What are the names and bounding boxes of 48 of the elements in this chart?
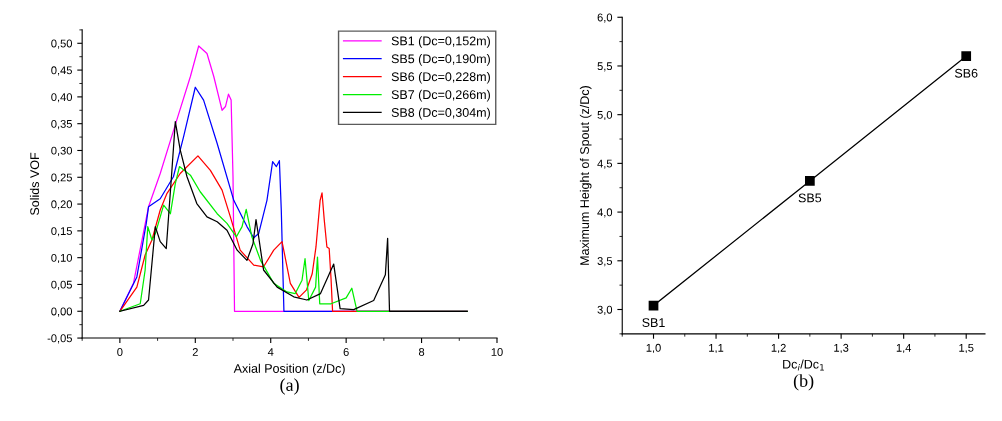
x-tick-label: 1,5 xyxy=(959,343,974,354)
y-tick-label: 0,00 xyxy=(51,307,73,317)
text: (a) xyxy=(280,378,299,395)
annotation: SB6 xyxy=(954,68,978,78)
y-tick-label: 0,35 xyxy=(51,119,72,130)
x-tick-label: 0 xyxy=(117,348,123,356)
text: (b) xyxy=(793,374,814,391)
legend-label: SB8 (Dc=0,304m) xyxy=(391,107,490,120)
x-axis-title: Axial Position (z/Dc) xyxy=(233,363,345,376)
y-tick-label: 3,0 xyxy=(597,305,613,315)
x-tick-label: 1,1 xyxy=(709,343,724,354)
y-tick-label: 5,5 xyxy=(597,62,613,72)
legend-label: SB1 (Dc=0,152m) xyxy=(391,36,490,48)
x-tick-label: 1,0 xyxy=(646,343,661,354)
legend-label: SB7 (Dc=0,266m) xyxy=(391,89,490,102)
point xyxy=(961,51,972,62)
x-tick-label: 4 xyxy=(267,348,274,356)
y-tick-label: 0,05 xyxy=(51,280,72,290)
y-tick-label: 0,20 xyxy=(51,200,73,210)
y-axis-title: Maximum Height of Spout (z/Dc) xyxy=(579,86,592,265)
x-tick-label: 8 xyxy=(418,348,425,356)
y-tick-label: 3,5 xyxy=(597,257,613,267)
line-series xyxy=(119,120,468,312)
x-axis-title: Dc$_{i}$/Dc$_{1}$ xyxy=(783,359,824,371)
y-tick-label: 0,30 xyxy=(51,146,73,156)
x-tick-label: 1,2 xyxy=(771,343,786,354)
y-tick-label: 0,50 xyxy=(51,39,73,49)
x-tick-label: 1,4 xyxy=(896,343,912,354)
x-tick-label: 10 xyxy=(491,348,503,356)
legend-label: SB5 (Dc=0,190m) xyxy=(391,54,490,66)
y-tick-label: 5,0 xyxy=(597,110,613,121)
y-tick-label: 4,5 xyxy=(597,159,613,169)
y-tick-label: -0,05 xyxy=(47,334,72,344)
x-tick-label: 1,3 xyxy=(834,343,849,354)
x-tick-label: 2 xyxy=(192,348,198,356)
y-tick-label: 0,45 xyxy=(51,66,72,76)
y-axis-title: Solids VOF xyxy=(29,152,40,216)
y-tick-label: 0,40 xyxy=(51,93,73,103)
y-tick-label: 0,25 xyxy=(51,173,72,183)
y-tick-label: 6,0 xyxy=(597,13,613,23)
annotation: SB1 xyxy=(642,318,665,328)
annotation: SB5 xyxy=(798,193,822,203)
point xyxy=(804,176,815,186)
y-tick-label: 0,15 xyxy=(51,227,72,237)
x-tick-label: 6 xyxy=(343,348,349,356)
y-tick-label: 4,0 xyxy=(597,208,613,218)
legend-label: SB6 (Dc=0,228m) xyxy=(391,71,490,84)
y-tick-label: 0,10 xyxy=(51,253,73,264)
